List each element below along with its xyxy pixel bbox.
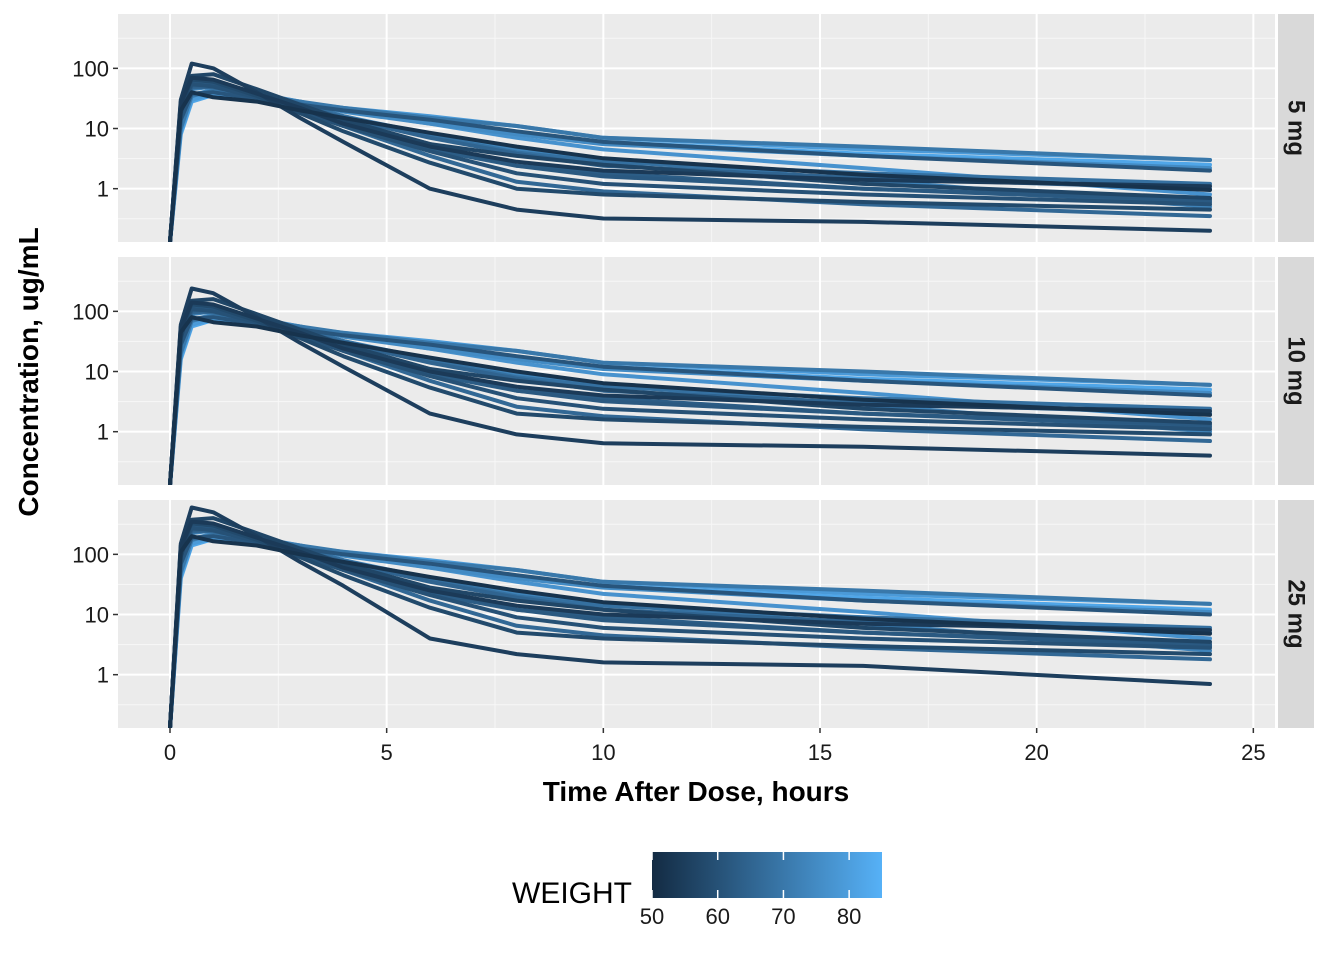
y-tick-label: 100 <box>72 299 109 324</box>
legend-tick-label: 70 <box>771 904 795 929</box>
series-line <box>168 286 1212 485</box>
series-group <box>168 286 1212 485</box>
x-tick-label: 5 <box>381 740 393 765</box>
facet-strip-label: 5 mg <box>1283 100 1310 156</box>
panels-layer: 1 10 100 5 mg 1 10 100 10 mg 1 10 100 25 mg 0 5 10 15 20… <box>72 14 1314 765</box>
series-line <box>168 61 1212 242</box>
panel-3: 1 10 100 25 mg <box>72 500 1314 728</box>
colorbar <box>652 852 882 898</box>
series-group <box>168 61 1212 242</box>
x-tick-label: 0 <box>164 740 176 765</box>
y-tick-label: 1 <box>97 663 109 688</box>
legend-ticks: 50 60 70 80 <box>640 852 861 929</box>
legend-tick-label: 60 <box>705 904 729 929</box>
panel-2: 1 10 100 10 mg <box>72 257 1314 485</box>
x-tick-label: 10 <box>591 740 615 765</box>
y-tick-label: 1 <box>97 177 109 202</box>
y-axis-title: Concentration, ug/mL <box>13 227 44 516</box>
facet-strip <box>1278 500 1314 728</box>
panel-1: 1 10 100 5 mg <box>72 14 1314 242</box>
legend-tick-label: 50 <box>640 904 664 929</box>
x-axis: 0 5 10 15 20 25 <box>164 728 1266 765</box>
x-tick-label: 20 <box>1024 740 1048 765</box>
y-tick-label: 10 <box>85 360 109 385</box>
series-line <box>168 534 1212 728</box>
y-tick-label: 10 <box>85 603 109 628</box>
series-group <box>168 505 1212 728</box>
series-line <box>168 505 1212 728</box>
facet-strip <box>1278 14 1314 242</box>
facet-strip <box>1278 257 1314 485</box>
y-tick-label: 1 <box>97 420 109 445</box>
y-tick-label: 100 <box>72 56 109 81</box>
legend-tick-label: 80 <box>837 904 861 929</box>
color-legend: WEIGHT 50 60 70 80 <box>512 852 882 929</box>
y-tick-label: 100 <box>72 542 109 567</box>
series-line <box>168 90 1212 242</box>
x-tick-label: 15 <box>808 740 832 765</box>
facet-strip-label: 10 mg <box>1283 336 1310 405</box>
legend-title: WEIGHT <box>512 877 632 910</box>
y-tick-label: 10 <box>85 117 109 142</box>
facet-strip-label: 25 mg <box>1283 579 1310 648</box>
x-axis-title: Time After Dose, hours <box>543 776 850 807</box>
series-line <box>168 315 1212 485</box>
x-tick-label: 25 <box>1241 740 1265 765</box>
